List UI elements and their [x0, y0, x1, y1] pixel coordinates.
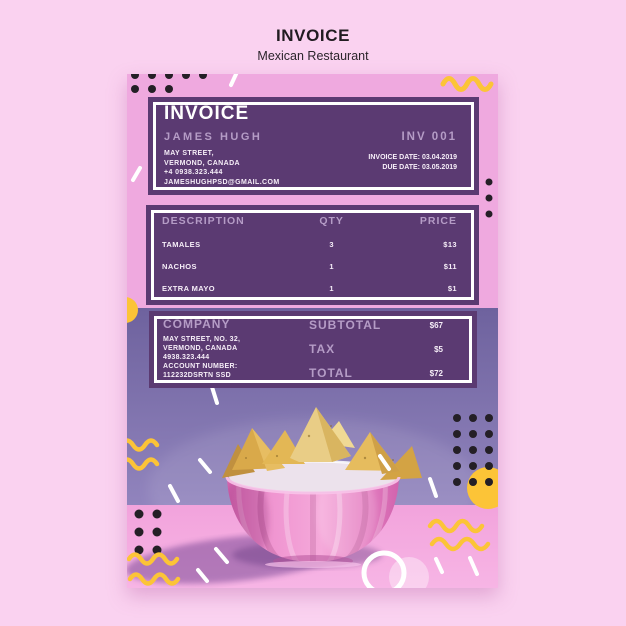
- company-line: VERMOND, CANADA: [163, 345, 238, 352]
- company-line: 4938.323.444: [163, 354, 210, 361]
- item-qty: 1: [329, 261, 334, 271]
- black-dots-column-right: [485, 178, 493, 218]
- customer-name: JAMES HUGH: [164, 131, 263, 143]
- tax-value: $5: [434, 344, 443, 354]
- item-description: TAMALES: [162, 239, 201, 249]
- table-row: NACHOS 1 $11: [162, 262, 457, 271]
- item-description: NACHOS: [162, 261, 197, 271]
- table-row: TAMALES 3 $13: [162, 240, 457, 249]
- item-price: $1: [447, 283, 457, 293]
- yellow-squiggle-top-right: [440, 76, 494, 92]
- item-price: $13: [443, 239, 457, 249]
- table-row: EXTRA MAYO 1 $1: [162, 284, 457, 293]
- table-body: TAMALES 3 $13 NACHOS 1 $11 EXTRA MAYO 1 …: [162, 233, 457, 299]
- company-line: ACCOUNT NUMBER:: [163, 363, 238, 370]
- due-date: DUE DATE: 03.05.2019: [382, 163, 457, 171]
- address-line: JAMESHUGHPSD@GMAIL.COM: [164, 178, 280, 186]
- invoice-number: INV 001: [401, 131, 457, 143]
- tax-row: TAX $5: [309, 342, 443, 356]
- address-line: +4 0938.323.444: [164, 169, 223, 176]
- column-header-qty: QTY: [319, 215, 344, 227]
- page-subtitle: Mexican Restaurant: [257, 49, 369, 63]
- invoice-title: INVOICE: [164, 103, 250, 124]
- total-label: TOTAL: [309, 366, 353, 380]
- item-description: EXTRA MAYO: [162, 283, 216, 293]
- column-header-price: PRICE: [419, 215, 457, 227]
- item-qty: 1: [329, 283, 334, 293]
- black-dots-grid-top-left: [131, 74, 207, 93]
- invoice-poster: INVOICE JAMES HUGH MAY STREET, VERMOND, …: [127, 74, 498, 588]
- column-header-description: DESCRIPTION: [162, 215, 245, 227]
- company-line: 112232DSRTN SSD: [163, 372, 231, 379]
- total-value: $72: [429, 368, 443, 378]
- invoice-header-card: INVOICE JAMES HUGH MAY STREET, VERMOND, …: [148, 97, 479, 195]
- company-totals-card: COMPANY MAY STREET, NO. 32, VERMOND, CAN…: [149, 311, 477, 388]
- subtotal-label: SUBTOTAL: [309, 318, 382, 332]
- subtotal-value: $67: [429, 320, 443, 330]
- totals-block: SUBTOTAL $67 TAX $5 TOTAL $72: [309, 318, 443, 380]
- items-table-card: DESCRIPTION QTY PRICE TAMALES 3 $13 NACH…: [146, 205, 479, 305]
- invoice-dates: INVOICE DATE: 03.04.2019 DUE DATE: 03.05…: [368, 153, 457, 172]
- white-dash: [131, 166, 142, 182]
- tax-label: TAX: [309, 342, 336, 356]
- item-price: $11: [443, 261, 457, 271]
- table-header-row: DESCRIPTION QTY PRICE: [162, 215, 457, 227]
- customer-address: MAY STREET, VERMOND, CANADA +4 0938.323.…: [164, 149, 280, 187]
- company-title: COMPANY: [163, 317, 231, 331]
- company-line: MAY STREET, NO. 32,: [163, 336, 241, 343]
- total-row: TOTAL $72: [309, 366, 443, 380]
- page-header: INVOICE Mexican Restaurant: [0, 26, 626, 63]
- address-line: MAY STREET,: [164, 150, 214, 157]
- company-address: MAY STREET, NO. 32, VERMOND, CANADA 4938…: [163, 335, 240, 380]
- address-line: VERMOND, CANADA: [164, 159, 240, 167]
- white-dash: [229, 74, 239, 87]
- invoice-date: INVOICE DATE: 03.04.2019: [368, 154, 457, 161]
- subtotal-row: SUBTOTAL $67: [309, 318, 443, 332]
- item-qty: 3: [329, 239, 334, 249]
- page-title: INVOICE: [275, 26, 351, 45]
- tortilla-chips: [222, 407, 422, 480]
